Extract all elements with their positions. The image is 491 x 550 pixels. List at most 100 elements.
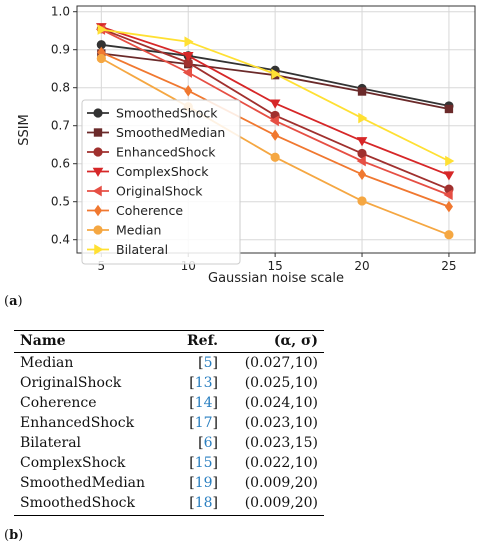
legend-marker: [93, 108, 103, 118]
method-name: Bilateral: [20, 435, 82, 451]
panel-label-a: (a): [4, 294, 23, 309]
legend-marker: [93, 204, 103, 217]
legend-marker: [93, 225, 103, 235]
data-point: [443, 171, 455, 181]
table-body: Median [5] (0.027,10) OriginalShock [13] (0.0…: [14, 353, 324, 516]
legend-label: SmoothedMedian: [116, 125, 225, 140]
reference: [15]: [189, 455, 218, 471]
method-name: Median: [20, 355, 74, 371]
legend-label: Coherence: [116, 203, 183, 218]
citation-link[interactable]: 17: [194, 415, 213, 431]
method-parameter-table: Name Ref. (α, σ) Median [5] (0.027,10) Orig…: [14, 330, 324, 516]
x-tick-label: 5: [98, 259, 106, 273]
header-params: (α, σ): [224, 330, 324, 353]
data-point: [444, 104, 454, 114]
series-bilateral: [97, 24, 455, 167]
parameters: (0.023,15): [244, 435, 318, 451]
data-point: [445, 155, 455, 167]
citation-link[interactable]: 13: [194, 375, 213, 391]
parameters: (0.009,20): [244, 475, 318, 491]
reference: [14]: [189, 395, 218, 411]
series-coherence: [97, 46, 453, 213]
parameters: (0.009,20): [224, 493, 324, 516]
header-ref: Ref.: [172, 330, 224, 353]
table-row: SmoothedMedian [19] (0.009,20): [14, 473, 324, 493]
legend-marker: [93, 147, 103, 157]
data-point: [271, 68, 281, 80]
data-point: [182, 67, 192, 78]
y-tick-label: 0.9: [51, 43, 70, 57]
parameters: (0.022,10): [244, 455, 318, 471]
series-median: [96, 53, 454, 240]
x-tick-label: 25: [441, 259, 456, 273]
legend: SmoothedShock SmoothedMedian EnhancedShock…: [81, 99, 241, 265]
data-point: [269, 99, 281, 109]
reference: [5]: [198, 355, 218, 371]
y-tick-label: 1.0: [51, 5, 70, 19]
data-point: [271, 129, 280, 141]
table-row: Bilateral [6] (0.023,15): [14, 433, 324, 453]
panel-label-b: (b): [4, 528, 24, 543]
legend-label: SmoothedShock: [116, 106, 218, 121]
table-header-row: Name Ref. (α, σ): [14, 330, 324, 353]
data-point: [182, 52, 194, 62]
y-tick-label: 0.7: [51, 119, 70, 133]
parameters: (0.025,10): [244, 375, 318, 391]
citation-link[interactable]: 5: [203, 355, 213, 371]
legend-label: Bilateral: [116, 242, 168, 257]
legend-entry: Median: [87, 223, 161, 238]
table-row: Median [5] (0.027,10): [14, 353, 324, 374]
data-point: [356, 155, 366, 167]
data-point: [444, 230, 454, 240]
data-point: [270, 152, 280, 162]
table-row: OriginalShock [13] (0.025,10): [14, 373, 324, 393]
method-name: OriginalShock: [20, 375, 122, 391]
data-point: [357, 168, 367, 181]
y-tick-label: 0.6: [51, 157, 70, 171]
legend-entry: Bilateral: [87, 242, 168, 257]
table-row: ComplexShock [15] (0.022,10): [14, 453, 324, 473]
legend-entry: SmoothedShock: [87, 106, 218, 121]
data-point: [184, 85, 193, 97]
series-group: [95, 23, 455, 240]
parameters: (0.023,10): [244, 415, 318, 431]
legend-label: ComplexShock: [116, 164, 209, 179]
reference: [6]: [198, 435, 218, 451]
citation-link[interactable]: 15: [194, 455, 213, 471]
method-name: Coherence: [20, 395, 97, 411]
parameters: (0.027,10): [244, 355, 318, 371]
method-name: ComplexShock: [20, 455, 126, 471]
header-name: Name: [14, 330, 172, 353]
citation-link[interactable]: 14: [194, 395, 213, 411]
table-row: EnhancedShock [17] (0.023,10): [14, 413, 324, 433]
data-point: [443, 189, 453, 201]
legend-entry: EnhancedShock: [87, 145, 216, 160]
citation-link[interactable]: 19: [194, 475, 213, 491]
data-point: [357, 196, 367, 206]
method-name: SmoothedMedian: [20, 475, 146, 491]
legend-marker: [92, 185, 102, 197]
data-point: [444, 200, 453, 213]
data-point: [96, 53, 106, 64]
reference: [19]: [189, 475, 218, 491]
y-axis-label: SSIM: [17, 114, 32, 146]
legend-marker: [94, 244, 104, 255]
data-point: [357, 148, 367, 159]
data-point: [356, 137, 368, 147]
legend-label: EnhancedShock: [116, 145, 216, 160]
legend-entry: Coherence: [87, 203, 183, 218]
reference: [17]: [189, 415, 218, 431]
x-tick-label: 15: [267, 259, 282, 273]
legend-label: OriginalShock: [116, 184, 203, 199]
y-tick-label: 0.5: [51, 195, 70, 209]
citation-link[interactable]: 6: [203, 435, 213, 451]
table-row: Coherence [14] (0.024,10): [14, 393, 324, 413]
parameters: (0.024,10): [244, 395, 318, 411]
y-tick-label: 0.8: [51, 81, 70, 95]
legend-entry: ComplexShock: [87, 164, 209, 179]
citation-link[interactable]: 18: [194, 495, 213, 511]
plot-frame: [76, 5, 476, 254]
legend-entry: OriginalShock: [87, 184, 203, 199]
data-point: [184, 36, 194, 48]
method-name: SmoothedShock: [14, 493, 172, 516]
